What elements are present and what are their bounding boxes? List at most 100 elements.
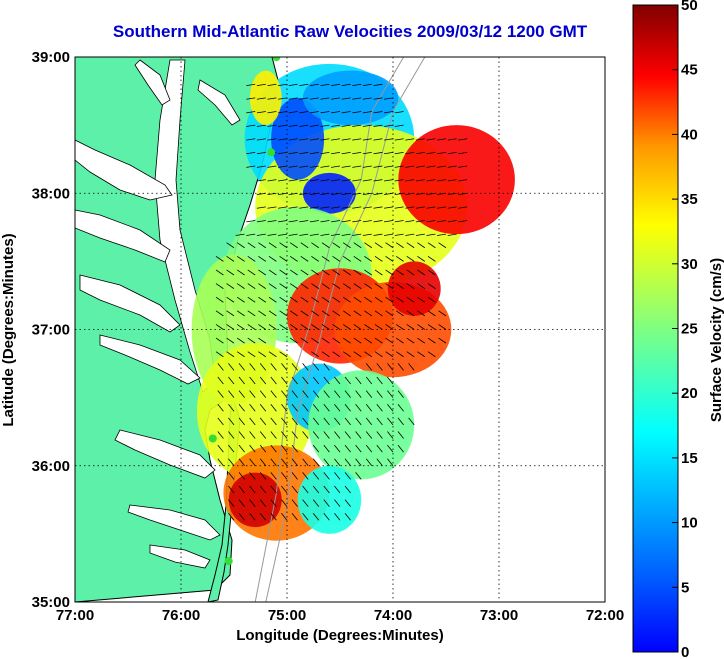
velocity-vector-8 xyxy=(312,512,320,521)
velocity-vector-117 xyxy=(387,417,394,426)
velocity-vector-238 xyxy=(321,324,330,330)
velocity-vector-322 xyxy=(300,269,309,276)
velocity-vector-358 xyxy=(247,242,256,249)
velocity-vector-34 xyxy=(334,485,341,494)
velocity-vector-588 xyxy=(267,83,277,86)
velocity-vector-17 xyxy=(281,499,288,507)
lon-tick-label: 73:00 xyxy=(480,607,518,624)
velocity-vector-23 xyxy=(344,499,351,507)
velocity-vector-366 xyxy=(332,242,341,249)
velocity-vector-176 xyxy=(249,363,256,371)
velocity-vector-596 xyxy=(352,83,362,86)
velocity-vector-260 xyxy=(321,310,330,317)
velocity-vector-592 xyxy=(309,83,319,86)
velocity-vector-84 xyxy=(228,431,235,439)
velocity-vector-13 xyxy=(238,499,245,507)
velocity-vector-542 xyxy=(246,124,256,127)
velocity-vector-165 xyxy=(312,376,320,385)
lat-tick-label: 36:00 xyxy=(32,458,70,475)
velocity-vector-68 xyxy=(238,444,245,453)
velocity-vector-577 xyxy=(299,97,309,100)
velocity-vector-98 xyxy=(376,431,383,439)
velocity-cell-14 xyxy=(228,472,282,528)
grid-lines xyxy=(75,57,605,602)
latitude-ticks: 39:00 38:00 37:00 36:00 35:00 xyxy=(32,49,70,611)
velocity-vector-20 xyxy=(312,499,320,507)
velocity-vector-495 xyxy=(415,165,425,168)
velocity-vector-475 xyxy=(426,179,436,182)
velocity-vector-1 xyxy=(238,512,245,521)
velocity-vector-320 xyxy=(279,269,288,276)
velocity-vector-43 xyxy=(302,472,309,480)
velocity-vector-385 xyxy=(320,233,330,236)
y-axis-label: Latitude (Degrees:Minutes) xyxy=(0,233,17,426)
velocity-vector-432 xyxy=(394,206,404,209)
velocity-vector-143 xyxy=(270,390,277,398)
velocity-vector-241 xyxy=(353,324,362,330)
velocity-vector-421 xyxy=(278,206,288,209)
velocity-vector-323 xyxy=(311,269,320,276)
velocity-vector-490 xyxy=(362,165,372,168)
velocity-vector-450 xyxy=(373,192,383,195)
velocity-vector-187 xyxy=(397,363,404,371)
velocity-vector-199 xyxy=(342,351,351,358)
velocity-vector-530 xyxy=(341,138,351,141)
velocity-vector-158 xyxy=(238,376,245,385)
velocity-vector-192 xyxy=(247,351,256,358)
lat-tick-label: 35:00 xyxy=(32,594,70,611)
velocity-vector-108 xyxy=(291,417,298,426)
velocity-vector-403 xyxy=(299,220,309,223)
velocity-vector-231 xyxy=(247,324,256,330)
velocity-vector-391 xyxy=(384,233,394,236)
velocity-vector-481 xyxy=(267,165,277,168)
velocity-vector-429 xyxy=(362,206,372,209)
velocity-vector-257 xyxy=(289,310,298,317)
velocity-vector-573 xyxy=(256,97,266,100)
velocity-vector-419 xyxy=(256,206,266,209)
velocity-vector-527 xyxy=(309,138,319,141)
velocity-vector-83 xyxy=(217,431,224,439)
velocity-vector-525 xyxy=(288,138,298,141)
velocity-vector-45 xyxy=(323,472,330,480)
velocity-vector-500 xyxy=(246,151,256,155)
velocity-vector-159 xyxy=(249,376,256,385)
velocity-vector-29 xyxy=(281,485,288,494)
velocity-vector-560 xyxy=(278,111,288,114)
velocity-vector-36 xyxy=(228,472,235,480)
velocity-vector-441 xyxy=(278,192,288,195)
velocity-vector-280 xyxy=(300,296,309,303)
velocity-vector-400 xyxy=(267,220,277,223)
velocity-vector-563 xyxy=(309,111,319,114)
velocity-vector-520 xyxy=(458,151,468,155)
velocity-vector-251 xyxy=(226,310,235,317)
velocity-vector-60 xyxy=(334,458,341,466)
velocity-vector-261 xyxy=(332,310,341,317)
velocity-vector-133 xyxy=(355,403,362,412)
velocity-vector-79 xyxy=(365,444,373,453)
radar-stations xyxy=(208,57,281,566)
velocity-vector-472 xyxy=(394,179,404,182)
velocity-vector-300 xyxy=(289,283,298,289)
velocity-vector-42 xyxy=(291,472,298,480)
velocity-vector-376 xyxy=(438,242,447,249)
velocity-vector-467 xyxy=(341,179,351,182)
velocity-vector-547 xyxy=(299,124,309,127)
velocity-vector-65 xyxy=(387,458,394,466)
velocity-vector-256 xyxy=(279,310,288,317)
velocity-vector-438 xyxy=(458,206,468,209)
velocity-vector-96 xyxy=(355,431,362,439)
velocity-vector-140 xyxy=(238,390,245,398)
velocity-vector-85 xyxy=(238,431,245,439)
radar-station-3 xyxy=(224,557,233,566)
velocity-vector-365 xyxy=(321,242,330,249)
velocity-vector-56 xyxy=(291,458,298,466)
colorbar-tick-label: 25 xyxy=(681,321,698,338)
colorbar-tick-label: 40 xyxy=(681,126,698,143)
velocity-vector-80 xyxy=(376,444,383,453)
velocity-vector-307 xyxy=(364,283,373,289)
velocity-vector-426 xyxy=(331,206,341,209)
velocity-vector-363 xyxy=(300,242,309,249)
velocity-vector-508 xyxy=(331,151,341,155)
velocity-vector-334 xyxy=(427,269,436,276)
velocity-vector-414 xyxy=(415,220,425,223)
